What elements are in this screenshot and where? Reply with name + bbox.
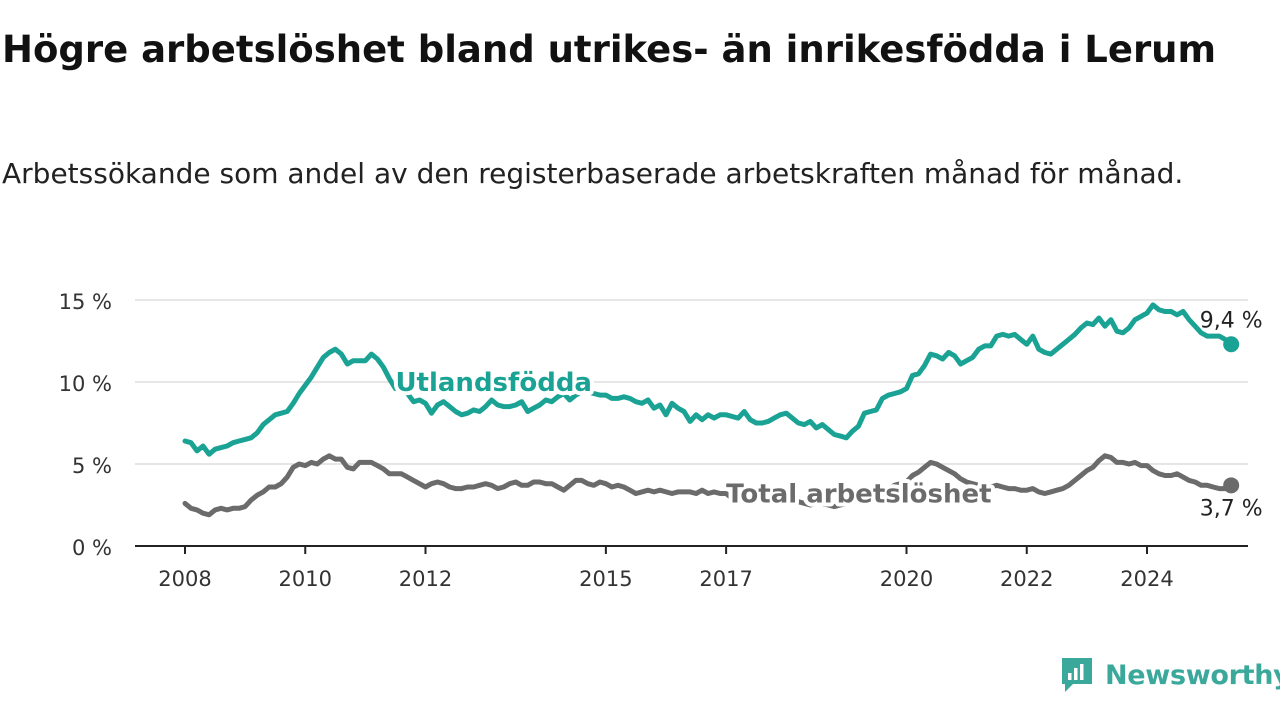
brand-logo: Newsworthy: [1059, 655, 1280, 695]
series-layer: [182, 302, 1240, 518]
y-tick-label: 5 %: [72, 454, 112, 478]
x-tick-label: 2022: [1000, 567, 1053, 591]
newsworthy-logo-icon: [1062, 658, 1092, 692]
x-tick-label: 2015: [579, 567, 632, 591]
y-tick-label: 15 %: [59, 290, 112, 314]
series-line-utlandsfodda: [182, 302, 1234, 457]
end-value-label-utlandsfodda: 9,4 %: [1200, 308, 1263, 333]
x-tick-label: 2020: [880, 567, 933, 591]
series-label-utlandsfodda: Utlandsfödda: [395, 368, 592, 398]
y-tick-label: 10 %: [59, 372, 112, 396]
series-end-point-total: [1223, 477, 1240, 494]
label-layer: 9,4 % 3,7 % Utlandsfödda Total arbetslöshet: [391, 308, 1263, 521]
y-tick-label: 0 %: [72, 536, 112, 560]
chart-subtitle: Arbetssökande som andel av den registerb…: [2, 157, 1184, 190]
chart-title: Högre arbetslöshet bland utrikes- än inr…: [2, 28, 1217, 71]
series-end-point-utlandsfodda: [1223, 336, 1240, 353]
x-tick-label: 2010: [279, 567, 332, 591]
x-tick-label: 2008: [158, 567, 211, 591]
series-label-total: Total arbetslöshet: [726, 480, 991, 510]
axis-layer: 0 % 5 % 10 % 15 % 2008 2010 2012 2015 2017 2020 20…: [59, 290, 1248, 591]
brand-name: Newsworthy: [1105, 659, 1280, 691]
x-tick-label: 2012: [399, 567, 452, 591]
x-tick-label: 2017: [699, 567, 752, 591]
x-tick-label: 2024: [1120, 567, 1173, 591]
series-line-total: [182, 453, 1234, 518]
end-value-label-total: 3,7 %: [1200, 496, 1263, 521]
